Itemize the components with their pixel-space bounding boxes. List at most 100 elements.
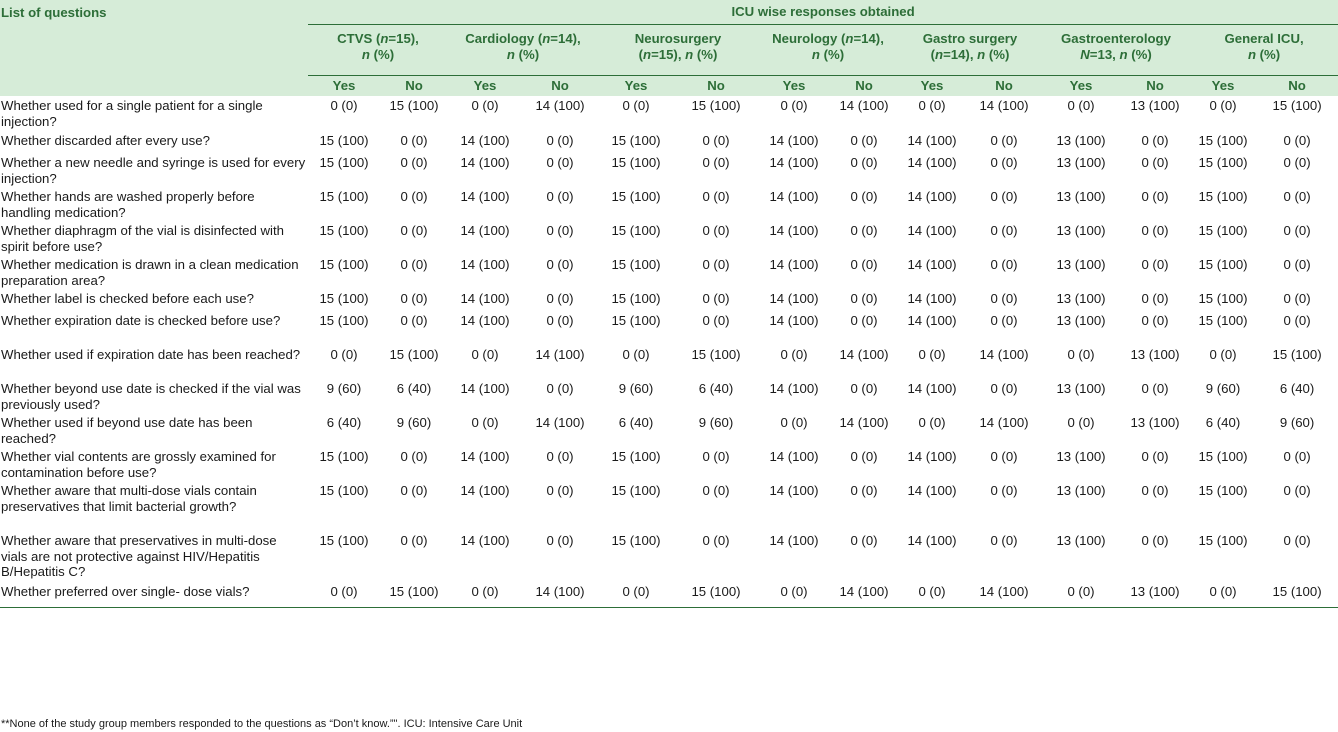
yes-no-header-row: Yes No Yes No Yes No Yes No Yes No Yes No Yes N…	[0, 75, 1338, 96]
yes-value-cell: 9 (60)	[1205, 381, 1241, 396]
yes-value-cell: 15 (100)	[611, 257, 661, 272]
no-value-cell: 15 (100)	[380, 584, 448, 608]
table-header: List of questions ICU wise responses obt…	[0, 0, 1338, 96]
yes-value-cell: 14 (100)	[769, 381, 819, 396]
no-value-cell: 0 (0)	[850, 155, 878, 170]
yes-value-cell: 15 (100)	[611, 291, 661, 306]
yes-value-cell: 14 (100)	[907, 223, 957, 238]
no-value-cell: 0 (0)	[990, 483, 1018, 498]
group-gastroenterology: Gastroenterology N=13, n (%)	[1042, 24, 1190, 76]
no-value-cell: 0 (0)	[546, 155, 574, 170]
no-value-cell: 0 (0)	[1141, 313, 1169, 328]
group-general-icu: General ICU, n (%)	[1190, 24, 1338, 76]
no-value-cell: 14 (100)	[535, 415, 585, 430]
yes-value-cell: 15 (100)	[1198, 483, 1248, 498]
yes-value-cell: 14 (100)	[907, 257, 957, 272]
responses-table: List of questions ICU wise responses obt…	[0, 0, 1338, 608]
yes-value-cell: 14 (100)	[769, 533, 819, 548]
question-cell: Whether expiration date is checked befor…	[1, 313, 281, 328]
yes-value-cell: 13 (100)	[1056, 381, 1106, 396]
yes-value-cell: 0 (0)	[471, 347, 499, 362]
no-value-cell: 0 (0)	[1283, 133, 1311, 148]
no-value-cell: 0 (0)	[990, 189, 1018, 204]
question-cell: Whether beyond use date is checked if th…	[1, 381, 301, 412]
yes-value-cell: 14 (100)	[769, 189, 819, 204]
no-value-cell: 13 (100)	[1130, 415, 1180, 430]
no-value-cell: 0 (0)	[702, 449, 730, 464]
yes-value-cell: 14 (100)	[769, 133, 819, 148]
no-value-cell: 0 (0)	[990, 223, 1018, 238]
no-value-cell: 0 (0)	[990, 257, 1018, 272]
yes-value-cell: 15 (100)	[1198, 223, 1248, 238]
no-value-cell: 0 (0)	[400, 291, 428, 306]
no-value-cell: 0 (0)	[400, 533, 428, 548]
no-value-cell: 14 (100)	[979, 415, 1029, 430]
no-value-cell: 14 (100)	[839, 347, 889, 362]
group-cardiology: Cardiology (n=14), n (%)	[448, 24, 598, 76]
yes-value-cell: 14 (100)	[907, 291, 957, 306]
question-cell: Whether vial contents are grossly examin…	[1, 449, 276, 480]
yes-header: Yes	[758, 75, 830, 96]
no-value-cell: 9 (60)	[1279, 415, 1315, 430]
no-value-cell: 0 (0)	[1283, 223, 1311, 238]
question-cell: Whether a new needle and syringe is used…	[1, 155, 306, 186]
table-row: Whether used if beyond use date has been…	[0, 415, 1338, 449]
no-value-cell: 0 (0)	[1141, 291, 1169, 306]
no-value-cell: 14 (100)	[966, 584, 1042, 608]
no-value-cell: 0 (0)	[850, 133, 878, 148]
question-cell: Whether used if expiration date has been…	[1, 347, 301, 362]
yes-value-cell: 14 (100)	[769, 313, 819, 328]
yes-value-cell: 14 (100)	[907, 133, 957, 148]
yes-header: Yes	[1190, 75, 1256, 96]
no-value-cell: 0 (0)	[850, 189, 878, 204]
table-row: Whether used for a single patient for a …	[0, 96, 1338, 133]
table-row: Whether vial contents are grossly examin…	[0, 449, 1338, 483]
no-value-cell: 9 (60)	[698, 415, 734, 430]
no-value-cell: 0 (0)	[546, 381, 574, 396]
no-value-cell: 0 (0)	[1141, 533, 1169, 548]
table-body: Whether used for a single patient for a …	[0, 96, 1338, 608]
yes-value-cell: 14 (100)	[769, 257, 819, 272]
yes-value-cell: 0 (0)	[1209, 98, 1237, 113]
no-value-cell: 15 (100)	[691, 98, 741, 113]
table-row: Whether discarded after every use? 15 (10…	[0, 133, 1338, 155]
yes-value-cell: 0 (0)	[898, 584, 966, 608]
no-value-cell: 0 (0)	[702, 189, 730, 204]
no-value-cell: 0 (0)	[850, 257, 878, 272]
no-value-cell: 0 (0)	[546, 133, 574, 148]
yes-value-cell: 14 (100)	[769, 155, 819, 170]
no-value-cell: 0 (0)	[850, 449, 878, 464]
group-neurosurgery: Neurosurgery (n=15), n (%)	[598, 24, 758, 76]
yes-value-cell: 6 (40)	[1205, 415, 1241, 430]
yes-value-cell: 15 (100)	[319, 223, 369, 238]
no-value-cell: 0 (0)	[990, 133, 1018, 148]
no-header: No	[674, 75, 758, 96]
icu-responses-header: ICU wise responses obtained	[308, 0, 1338, 25]
yes-value-cell: 15 (100)	[611, 133, 661, 148]
no-value-cell: 0 (0)	[400, 223, 428, 238]
table-row: Whether beyond use date is checked if th…	[0, 381, 1338, 415]
no-value-cell: 0 (0)	[546, 313, 574, 328]
no-value-cell: 0 (0)	[1141, 155, 1169, 170]
no-value-cell: 14 (100)	[535, 347, 585, 362]
no-value-cell: 0 (0)	[1283, 155, 1311, 170]
yes-value-cell: 9 (60)	[326, 381, 362, 396]
yes-value-cell: 15 (100)	[1198, 313, 1248, 328]
yes-value-cell: 14 (100)	[907, 189, 957, 204]
yes-value-cell: 14 (100)	[769, 291, 819, 306]
list-of-questions-header: List of questions	[0, 0, 308, 25]
no-value-cell: 0 (0)	[400, 449, 428, 464]
yes-value-cell: 14 (100)	[769, 449, 819, 464]
table-row: Whether label is checked before each use…	[0, 291, 1338, 313]
yes-value-cell: 15 (100)	[319, 257, 369, 272]
yes-value-cell: 15 (100)	[1198, 189, 1248, 204]
yes-value-cell: 14 (100)	[460, 381, 510, 396]
yes-value-cell: 15 (100)	[1198, 533, 1248, 548]
yes-value-cell: 0 (0)	[1067, 415, 1095, 430]
question-cell: Whether hands are washed properly before…	[1, 189, 255, 220]
no-value-cell: 0 (0)	[1283, 313, 1311, 328]
no-value-cell: 0 (0)	[702, 133, 730, 148]
no-value-cell: 0 (0)	[702, 223, 730, 238]
yes-value-cell: 14 (100)	[460, 133, 510, 148]
